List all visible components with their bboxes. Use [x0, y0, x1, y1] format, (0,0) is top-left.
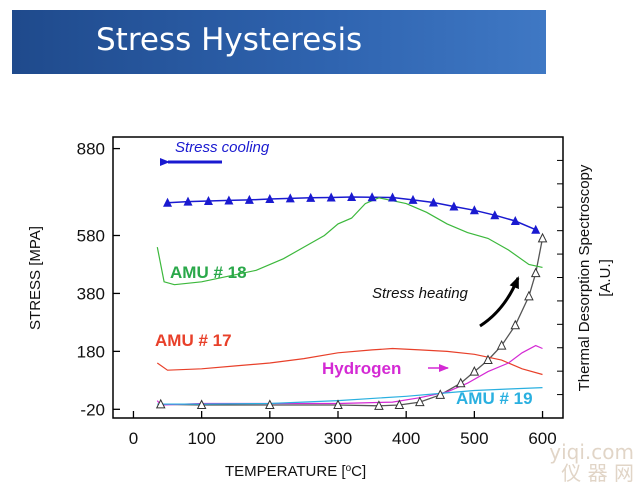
cooling-point: [224, 195, 234, 205]
stress-heating-label: Stress heating: [372, 285, 469, 302]
heating-point: [374, 400, 384, 410]
cooling-point: [183, 196, 193, 206]
x-tick-label: 400: [392, 429, 420, 448]
cooling-point: [163, 197, 173, 207]
cooling-point: [306, 192, 316, 202]
cooling-point: [490, 210, 500, 220]
heating-point: [510, 319, 521, 330]
heating-point: [333, 399, 343, 409]
cooling-point: [203, 196, 213, 206]
heating-point: [394, 399, 405, 409]
heating-point: [524, 290, 534, 301]
watermark-logo: yiqi.com 仪 器 网: [549, 442, 634, 484]
cooling-point: [510, 216, 520, 226]
series-line-cooling: [167, 196, 536, 231]
cooling-point: [326, 192, 336, 202]
amu17-label: AMU # 17: [155, 331, 232, 350]
y2-axis-title-line2: [A.U.]: [597, 259, 614, 297]
y-tick-label: 880: [77, 140, 105, 159]
y-axis: -20 180 380 580 880: [77, 140, 563, 419]
heating-point: [455, 377, 466, 388]
cooling-point: [285, 193, 295, 203]
heating-point: [415, 396, 425, 407]
stress-heating-arrow: [479, 276, 520, 328]
heating-point: [155, 398, 166, 409]
y-tick-label: 380: [77, 284, 105, 303]
heating-point: [435, 389, 446, 399]
x-tick-label: 200: [256, 429, 284, 448]
heating-point: [483, 354, 493, 365]
slide-title: Stress Hysteresis: [96, 22, 363, 58]
x-tick-label: 300: [324, 429, 352, 448]
amu18-label: AMU # 18: [170, 263, 247, 282]
cooling-point: [388, 192, 398, 202]
x-tick-label: 500: [460, 429, 488, 448]
series-line-amu17: [156, 347, 543, 376]
heating-point: [530, 267, 541, 278]
title-banner: Stress Hysteresis: [12, 10, 546, 74]
hydrogen-label: Hydrogen: [322, 359, 401, 378]
watermark-line1: yiqi.com: [549, 440, 634, 464]
cooling-point: [367, 192, 377, 202]
heating-point: [537, 232, 548, 243]
series-line-amu19: [157, 387, 543, 405]
cooling-point: [347, 191, 357, 201]
y-tick-label: 180: [77, 342, 105, 361]
heating-point: [196, 399, 207, 409]
heating-point: [496, 339, 507, 350]
heating-point: [469, 366, 480, 376]
x-tick-label: 100: [187, 429, 215, 448]
x-tick-label: 600: [528, 429, 556, 448]
cooling-point: [469, 205, 479, 215]
cooling-point: [531, 224, 541, 234]
amu19-label: AMU # 19: [456, 389, 533, 408]
cooling-point: [428, 197, 438, 207]
series-line-amu18: [156, 197, 543, 286]
cooling-point: [244, 194, 254, 204]
cooling-point: [408, 194, 418, 204]
y-axis-title: STRESS [MPA]: [27, 226, 44, 330]
y-tick-label: 580: [77, 226, 105, 245]
marker-layer: [155, 191, 548, 410]
x-axis: 0 100 200 300 400 500 600: [129, 411, 557, 448]
x-axis-title: TEMPERATURE [oC]: [225, 463, 366, 481]
cooling-point: [449, 201, 459, 211]
y-tick-label: -20: [80, 400, 105, 419]
watermark-line2: 仪 器 网: [561, 461, 634, 485]
heating-point: [265, 399, 275, 409]
y2-axis-title-line1: Thermal Desorption Spectroscopy: [576, 164, 593, 391]
stress-cooling-label: Stress cooling: [175, 139, 270, 156]
x-tick-label: 0: [129, 429, 138, 448]
series-line-heating: [160, 238, 544, 407]
cooling-point: [265, 193, 275, 203]
